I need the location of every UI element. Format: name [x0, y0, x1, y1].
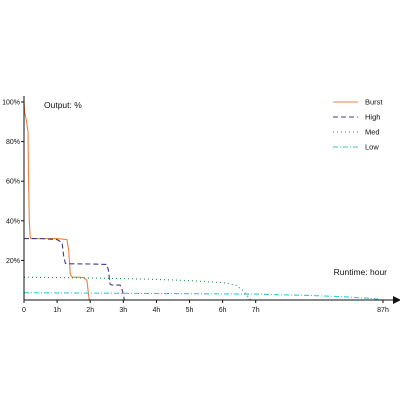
series-line-med — [23, 276, 252, 301]
y-ticks: 20% 40% 60% 80% 100% — [2, 100, 24, 265]
x-axis-arrow — [393, 296, 400, 304]
x-ticks: 0 1h 2h 3h 4h 5h 6h 7h 87h — [22, 300, 389, 314]
y-tick-label: 20% — [6, 258, 20, 265]
legend: Burst High Med Low — [333, 98, 383, 152]
y-tick-label: 80% — [6, 139, 20, 146]
y-tick-label: 40% — [6, 218, 20, 225]
x-tick-label: 7h — [252, 307, 260, 314]
y-axis-label: Output: % — [44, 100, 82, 110]
x-tick-label: 1h — [53, 307, 61, 314]
x-tick-label: 0 — [22, 307, 26, 314]
legend-label-high: High — [365, 113, 380, 122]
x-tick-label: 3h — [119, 307, 127, 314]
series-curves — [23, 101, 384, 301]
legend-label-low: Low — [365, 143, 379, 152]
axes — [23, 96, 400, 304]
legend-label-burst: Burst — [365, 98, 383, 107]
x-tick-label: 4h — [153, 307, 161, 314]
x-axis-label: Runtime: hour — [334, 267, 388, 277]
x-tick-label: 6h — [219, 307, 227, 314]
series-line-burst — [23, 101, 90, 301]
x-tick-label: 2h — [86, 307, 94, 314]
x-tick-label: 87h — [377, 307, 389, 314]
legend-label-med: Med — [365, 128, 380, 137]
series-line-high — [24, 238, 125, 301]
x-tick-label: 5h — [186, 307, 194, 314]
series-line-low — [23, 292, 384, 301]
y-tick-label: 60% — [6, 179, 20, 186]
y-tick-label: 100% — [2, 100, 20, 107]
